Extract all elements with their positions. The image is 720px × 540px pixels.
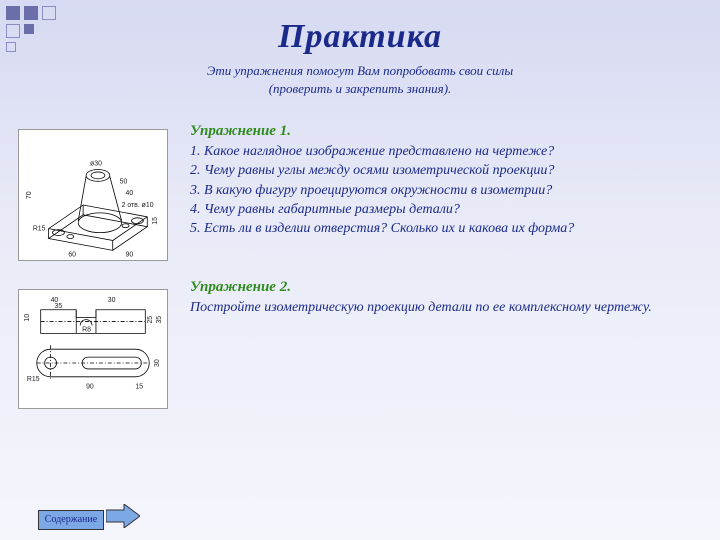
contents-button[interactable]: Содержание — [38, 510, 104, 531]
dim-label: 35 — [156, 316, 163, 324]
content-area: ø30 50 40 2 отв. ø10 R15 70 15 90 60 — [0, 115, 720, 540]
exercise-1-block: Упражнение 1. 1. Какое наглядное изображ… — [190, 123, 694, 239]
exercise-2-block: Упражнение 2. Постройте изометрическую п… — [190, 279, 694, 317]
page-subtitle: Эти упражнения помогут Вам попробовать с… — [0, 62, 720, 98]
dim-label: 90 — [126, 251, 134, 258]
drawing-figure-1: ø30 50 40 2 отв. ø10 R15 70 15 90 60 — [18, 129, 168, 261]
dim-label: 50 — [120, 178, 128, 185]
dim-label: 90 — [86, 384, 94, 391]
page-title: Практика — [0, 0, 720, 56]
question: 5. Есть ли в изделии отверстия? Сколько … — [190, 219, 694, 238]
dim-label: 30 — [154, 359, 161, 367]
question: 3. В какую фигуру проецируются окружност… — [190, 181, 694, 200]
text-column: Упражнение 1. 1. Какое наглядное изображ… — [190, 123, 694, 317]
dim-label: 40 — [126, 190, 134, 197]
question: 1. Какое наглядное изображение представл… — [190, 142, 694, 161]
dim-label: 60 — [68, 251, 76, 258]
drawing-figure-2: 40 35 30 10 R8 25 35 R15 90 15 30 — [18, 289, 168, 409]
arrow-right-icon[interactable] — [106, 504, 140, 528]
dim-label: R15 — [33, 226, 46, 233]
question: 4. Чему равны габаритные размеры детали? — [190, 200, 694, 219]
dim-label: R15 — [27, 376, 40, 383]
dim-label: 25 — [147, 316, 154, 324]
exercise-heading: Упражнение 2. — [190, 279, 694, 296]
dim-label: 2 отв. ø10 — [122, 202, 154, 209]
exercise-heading: Упражнение 1. — [190, 123, 694, 140]
dim-label: ø30 — [90, 161, 102, 168]
exercise-body: 1. Какое наглядное изображение представл… — [190, 142, 694, 239]
figures-column: ø30 50 40 2 отв. ø10 R15 70 15 90 60 — [18, 129, 173, 409]
dim-label: 30 — [108, 297, 116, 304]
dim-label: 15 — [135, 384, 143, 391]
subtitle-line: Эти упражнения помогут Вам попробовать с… — [207, 63, 513, 78]
dim-label: R8 — [82, 326, 91, 333]
question: 2. Чему равны углы между осями изометрич… — [190, 161, 694, 180]
dim-label: 35 — [55, 303, 63, 310]
dim-label: 15 — [152, 217, 159, 225]
exercise-body: Постройте изометрическую проекцию детали… — [190, 298, 694, 317]
dim-label: 10 — [24, 314, 31, 322]
dim-label: 70 — [26, 191, 33, 199]
subtitle-line: (проверить и закрепить знания). — [269, 81, 452, 96]
